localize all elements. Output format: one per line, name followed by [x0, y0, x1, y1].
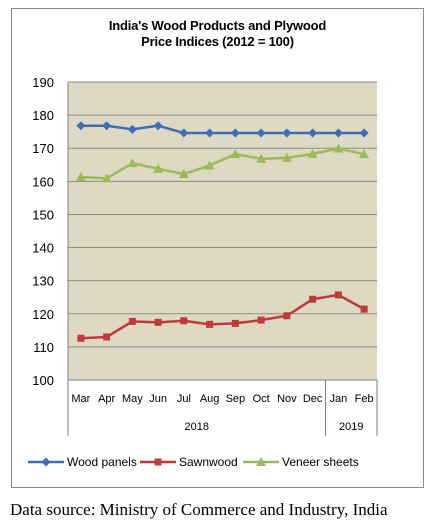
data-point-veneer-sheets [204, 160, 215, 170]
legend-label-sawnwood: Sawnwood [179, 455, 238, 469]
data-point-sawnwood [257, 316, 265, 324]
chart-title-line-2: Price Indices (2012 = 100) [141, 34, 294, 49]
data-point-veneer-sheets [359, 149, 370, 159]
data-point-sawnwood [334, 291, 342, 299]
data-point-veneer-sheets [281, 152, 292, 162]
x-tick-label: Oct [253, 393, 270, 405]
data-point-sawnwood [128, 317, 136, 325]
x-tick-label: Dec [303, 393, 323, 405]
data-point-wood-panels [282, 128, 292, 138]
data-point-wood-panels [205, 128, 215, 138]
data-point-wood-panels [179, 128, 189, 138]
x-tick-label: Sep [226, 393, 246, 405]
y-tick-label: 160 [32, 174, 54, 189]
x-tick-label: Aug [200, 393, 220, 405]
data-point-wood-panels [256, 128, 266, 138]
data-point-veneer-sheets [230, 149, 241, 159]
y-tick-label: 130 [32, 274, 54, 289]
legend-marker-sawnwood [154, 458, 162, 466]
data-point-veneer-sheets [153, 163, 164, 173]
data-point-veneer-sheets [256, 153, 267, 163]
y-tick-label: 120 [32, 307, 54, 322]
data-point-wood-panels [76, 121, 86, 131]
data-point-sawnwood [231, 319, 239, 327]
y-tick-label: 170 [32, 141, 54, 156]
x-tick-label: Jun [149, 393, 167, 405]
year-group-label: 2019 [339, 421, 363, 433]
legend-label-wood-panels: Wood panels [67, 455, 137, 469]
y-tick-label: 150 [32, 207, 54, 222]
data-point-veneer-sheets [307, 148, 318, 158]
legend-marker-wood-panels [41, 457, 51, 467]
data-point-sawnwood [77, 334, 85, 342]
x-tick-label: Mar [71, 393, 90, 405]
data-point-wood-panels [308, 128, 318, 138]
data-point-veneer-sheets [127, 158, 138, 168]
series-line-veneer-sheets [80, 147, 365, 180]
data-point-sawnwood [154, 318, 162, 326]
data-point-wood-panels [102, 121, 112, 131]
data-point-wood-panels [333, 128, 343, 138]
data-point-sawnwood [360, 305, 368, 313]
data-point-veneer-sheets [75, 172, 86, 182]
data-point-wood-panels [359, 128, 369, 138]
data-point-wood-panels [153, 121, 163, 131]
year-group-label: 2018 [185, 421, 209, 433]
x-tick-label: May [122, 393, 143, 405]
data-point-veneer-sheets [333, 143, 344, 153]
x-tick-label: Feb [355, 393, 374, 405]
data-point-sawnwood [103, 333, 111, 341]
data-point-wood-panels [127, 124, 137, 134]
legend-marker-veneer-sheets [256, 457, 266, 466]
data-point-sawnwood [206, 320, 214, 328]
y-tick-label: 110 [33, 340, 54, 355]
chart-title-line-1: India's Wood Products and Plywood [108, 18, 327, 33]
data-point-sawnwood [180, 317, 188, 325]
y-tick-label: 190 [32, 75, 54, 90]
data-point-veneer-sheets [178, 169, 189, 179]
x-tick-label: Apr [98, 393, 115, 405]
y-tick-label: 140 [32, 241, 54, 256]
legend-label-veneer-sheets: Veneer sheets [282, 455, 359, 469]
x-tick-label: Nov [277, 393, 297, 405]
data-source-note: Data source: Ministry of Commerce and In… [10, 500, 388, 519]
series-line-sawnwood [80, 293, 365, 340]
y-tick-label: 100 [32, 373, 54, 388]
data-point-veneer-sheets [101, 173, 112, 183]
y-tick-label: 180 [32, 108, 54, 123]
data-point-wood-panels [230, 128, 240, 138]
data-point-sawnwood [309, 295, 317, 303]
x-tick-label: Jan [330, 393, 348, 405]
data-point-sawnwood [283, 312, 291, 320]
x-tick-label: Jul [177, 393, 191, 405]
